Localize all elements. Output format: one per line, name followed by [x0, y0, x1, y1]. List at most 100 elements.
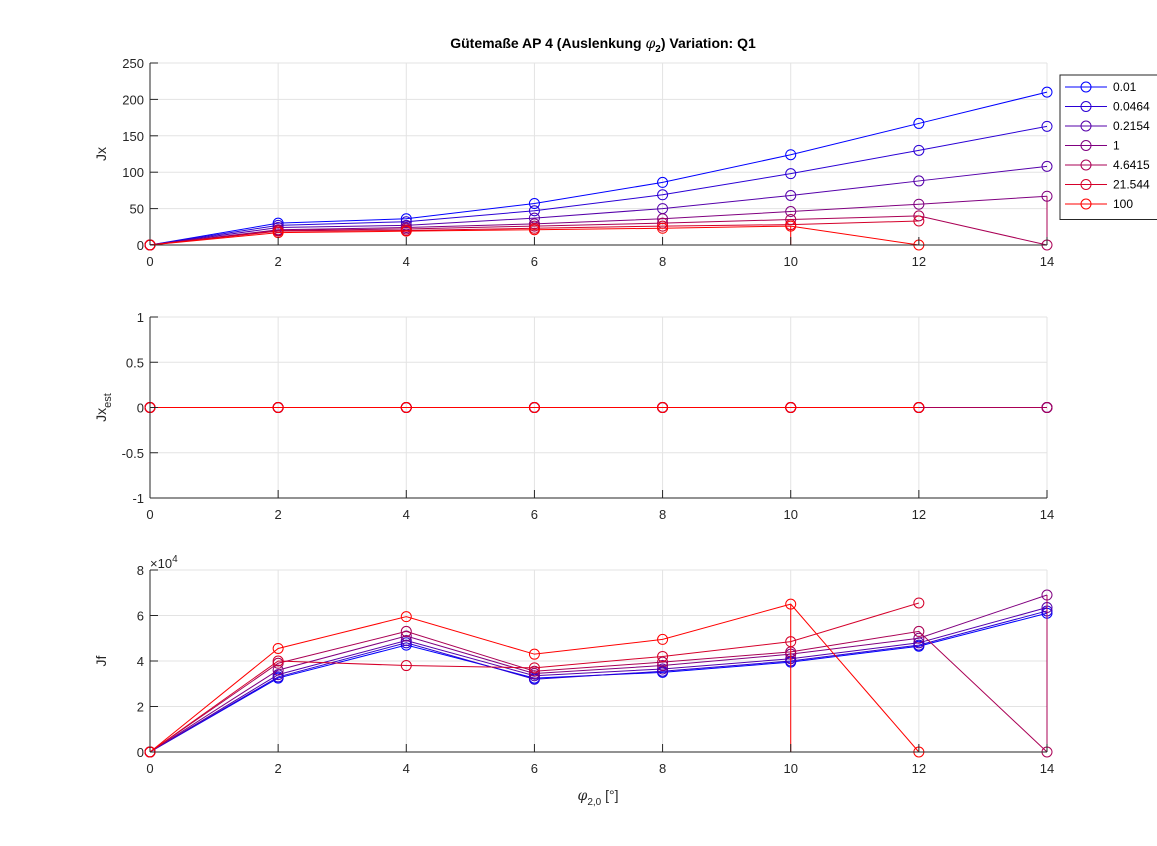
x-tick-label: 10: [783, 761, 797, 776]
data-point: [913, 632, 925, 644]
data-point: [913, 117, 925, 129]
series-0.0464: [144, 120, 1053, 251]
x-tick-label: 0: [146, 761, 153, 776]
legend-label: 1: [1113, 139, 1120, 153]
data-point: [657, 176, 669, 188]
x-tick-label: 4: [403, 761, 410, 776]
legend-marker: [1080, 101, 1092, 112]
data-point: [657, 633, 669, 645]
legend-label: 4.6415: [1113, 158, 1150, 172]
x-tick-label: 2: [275, 761, 282, 776]
data-point: [400, 611, 412, 623]
data-point: [913, 625, 925, 637]
legend-label: 0.01: [1113, 80, 1137, 94]
legend-entry: 21.544: [1065, 178, 1150, 192]
y-tick-label: 250: [122, 56, 144, 71]
data-point: [272, 642, 284, 654]
y-tick-label: 50: [130, 202, 144, 217]
y-tick-label: 1: [137, 310, 144, 325]
data-point: [1041, 160, 1053, 172]
data-point: [528, 224, 540, 236]
data-point: [400, 625, 412, 637]
x-tick-label: 6: [531, 761, 538, 776]
y-tick-label: 8: [137, 563, 144, 578]
x-tick-label: 14: [1040, 761, 1054, 776]
data-point: [657, 656, 669, 668]
data-point: [913, 175, 925, 187]
y-tick-label: 150: [122, 129, 144, 144]
series-line: [149, 125, 1048, 246]
y-tick-label: 0.5: [126, 355, 144, 370]
x-tick-label: 0: [146, 507, 153, 522]
legend-marker: [1080, 140, 1092, 151]
series-line: [149, 91, 1048, 246]
x-tick-label: 8: [659, 507, 666, 522]
y-tick-label: 0: [137, 238, 144, 253]
series-line: [149, 607, 1048, 753]
data-point: [528, 198, 540, 210]
data-point: [272, 402, 284, 413]
data-point: [528, 205, 540, 217]
data-point: [657, 189, 669, 201]
legend-marker: [1080, 159, 1092, 171]
data-point: [528, 402, 540, 413]
legend-entry: 0.0464: [1065, 100, 1150, 114]
x-tick-label: 6: [531, 507, 538, 522]
y-tick-label: 0: [137, 745, 144, 760]
y-tick-label: -0.5: [122, 446, 144, 461]
data-point: [913, 597, 925, 609]
data-point: [528, 673, 540, 685]
legend-box: [1059, 74, 1157, 220]
data-point: [400, 216, 412, 228]
y-axis-label: Jf: [93, 655, 109, 666]
data-point: [657, 402, 669, 413]
data-point: [657, 213, 669, 225]
data-point: [272, 664, 284, 676]
subplot-3: 0 2 4 6 8 10 12 14 0 2 4 6 8 Jf ×104: [93, 554, 1054, 776]
data-point: [1041, 402, 1053, 413]
x-tick-label: 6: [531, 254, 538, 269]
data-point: [1041, 120, 1053, 132]
x-tick-label: 8: [659, 761, 666, 776]
data-point: [657, 663, 669, 675]
data-point: [785, 168, 797, 180]
data-point: [528, 648, 540, 660]
legend-entry: 0.01: [1065, 80, 1137, 94]
legend-entry: 1: [1065, 139, 1120, 153]
legend-label: 21.544: [1113, 178, 1150, 192]
series-line: [149, 594, 1048, 753]
legend-label: 0.0464: [1113, 100, 1150, 114]
y-tick-label: 0: [137, 401, 144, 416]
data-point: [657, 650, 669, 662]
data-point: [400, 402, 412, 413]
series-4.6415: [144, 625, 1053, 758]
x-tick-label: 14: [1040, 507, 1054, 522]
legend-marker: [1080, 198, 1092, 210]
x-tick-label: 2: [275, 254, 282, 269]
legend-marker: [1080, 179, 1092, 190]
series-line: [149, 165, 1048, 246]
y-axis-label: Jxest: [93, 393, 114, 422]
x-tick-label: 8: [659, 254, 666, 269]
chart-title: Gütemaße AP 4 (Auslenkung φ2) Variation:…: [450, 35, 756, 55]
x-tick-label: 4: [403, 254, 410, 269]
data-point: [785, 149, 797, 161]
x-tick-label: 4: [403, 507, 410, 522]
x-tick-label: 12: [912, 761, 926, 776]
data-point: [657, 222, 669, 234]
legend-label: 100: [1113, 197, 1133, 211]
grid: [149, 62, 1048, 246]
series-line: [149, 195, 1048, 246]
y-tick-label: 2: [137, 700, 144, 715]
data-point: [657, 660, 669, 672]
subplot-1: 0 2 4 6 8 10 12 14 0 50 100 150 200 250 Jx: [93, 56, 1054, 269]
x-tick-label: 2: [275, 507, 282, 522]
x-axis-label: φ2,0 [°]: [578, 787, 619, 808]
data-point: [913, 144, 925, 156]
series-line: [149, 220, 919, 246]
series-line: [149, 610, 1048, 753]
data-point: [400, 660, 412, 672]
legend-entry: 4.6415: [1065, 158, 1150, 172]
plot-area: [150, 63, 1047, 245]
